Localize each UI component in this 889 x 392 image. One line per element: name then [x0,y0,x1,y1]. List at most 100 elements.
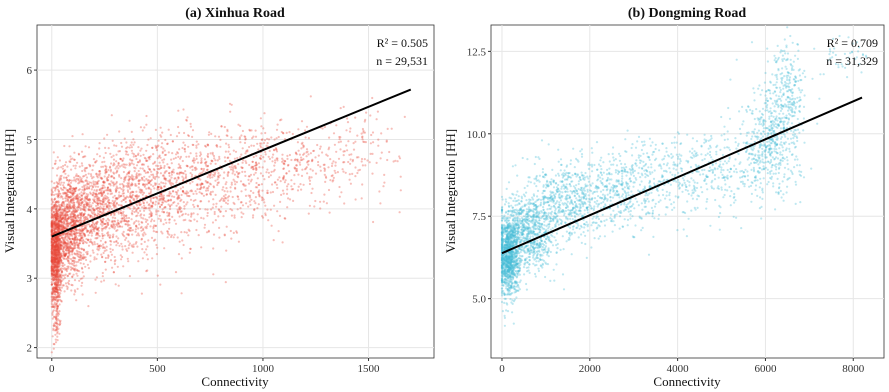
data-point [52,220,56,223]
data-point [251,160,254,163]
data-point [117,162,120,165]
data-point [230,237,233,240]
data-point [93,198,96,201]
data-point [51,256,54,259]
data-point [98,147,101,150]
data-point [53,198,56,201]
data-point [174,222,178,225]
data-point [55,230,58,233]
data-point [212,186,216,189]
data-point [162,174,165,177]
data-point [294,158,297,161]
data-point [50,259,53,262]
data-point [238,137,241,140]
data-point [84,205,87,208]
data-point [58,216,62,219]
data-point [163,185,166,188]
data-point [56,253,59,256]
data-point [81,169,84,173]
data-point [77,244,80,247]
data-point [160,181,163,184]
data-point [253,173,256,176]
data-point [58,237,61,240]
data-point [296,189,300,192]
data-point [261,174,264,177]
data-point [169,133,172,137]
data-point [113,144,116,147]
data-point [134,182,137,186]
data-point [319,165,322,168]
data-point [334,171,337,174]
data-point [195,155,198,158]
data-point [503,301,506,304]
data-point [211,206,214,209]
data-point [87,187,90,190]
data-point [173,219,176,222]
data-point [169,207,172,211]
data-point [243,141,247,144]
data-point [157,139,160,142]
data-point [51,310,55,313]
data-point [265,144,268,147]
data-point [269,191,272,194]
data-point [51,276,55,279]
data-point [127,240,130,243]
data-point [174,191,177,194]
data-point [93,241,96,244]
data-point [55,285,58,288]
data-point [227,171,230,174]
data-point [52,217,55,221]
data-point [52,261,55,264]
data-point [52,225,55,228]
data-point [268,157,271,160]
data-point [50,199,53,202]
data-point [364,164,367,167]
data-point [113,240,116,244]
data-point [146,223,149,226]
data-point [215,205,218,208]
data-point [106,133,109,136]
data-point [68,279,71,282]
data-point [67,174,70,177]
data-point [51,288,54,291]
data-point [59,279,62,282]
data-point [52,204,55,207]
data-point [257,193,260,196]
data-point [74,257,77,260]
data-point [220,205,223,208]
data-point [99,244,102,247]
data-point [212,198,215,201]
data-point [342,154,345,157]
data-point [380,151,383,154]
data-point [56,273,59,276]
data-point [54,249,57,252]
data-point [107,182,110,186]
data-point [288,198,292,201]
data-point [85,166,89,169]
data-point [59,273,62,276]
data-point [59,175,62,178]
data-point [305,148,309,151]
data-point [153,224,156,227]
data-point [128,170,131,173]
data-point [52,250,56,253]
data-point [203,185,206,188]
data-point [295,169,298,172]
data-point [110,114,113,117]
data-point [55,193,58,196]
data-point [192,212,195,215]
data-point [53,220,56,223]
data-point [61,262,64,265]
data-point [56,269,59,272]
data-point [161,159,164,162]
data-point [55,251,58,254]
data-point [88,201,91,204]
data-point [340,191,343,194]
data-point [131,209,134,213]
data-point [93,209,96,212]
data-point [260,125,263,128]
data-point [56,266,59,269]
data-point [143,175,146,178]
data-point [343,161,346,164]
data-point [258,166,261,169]
